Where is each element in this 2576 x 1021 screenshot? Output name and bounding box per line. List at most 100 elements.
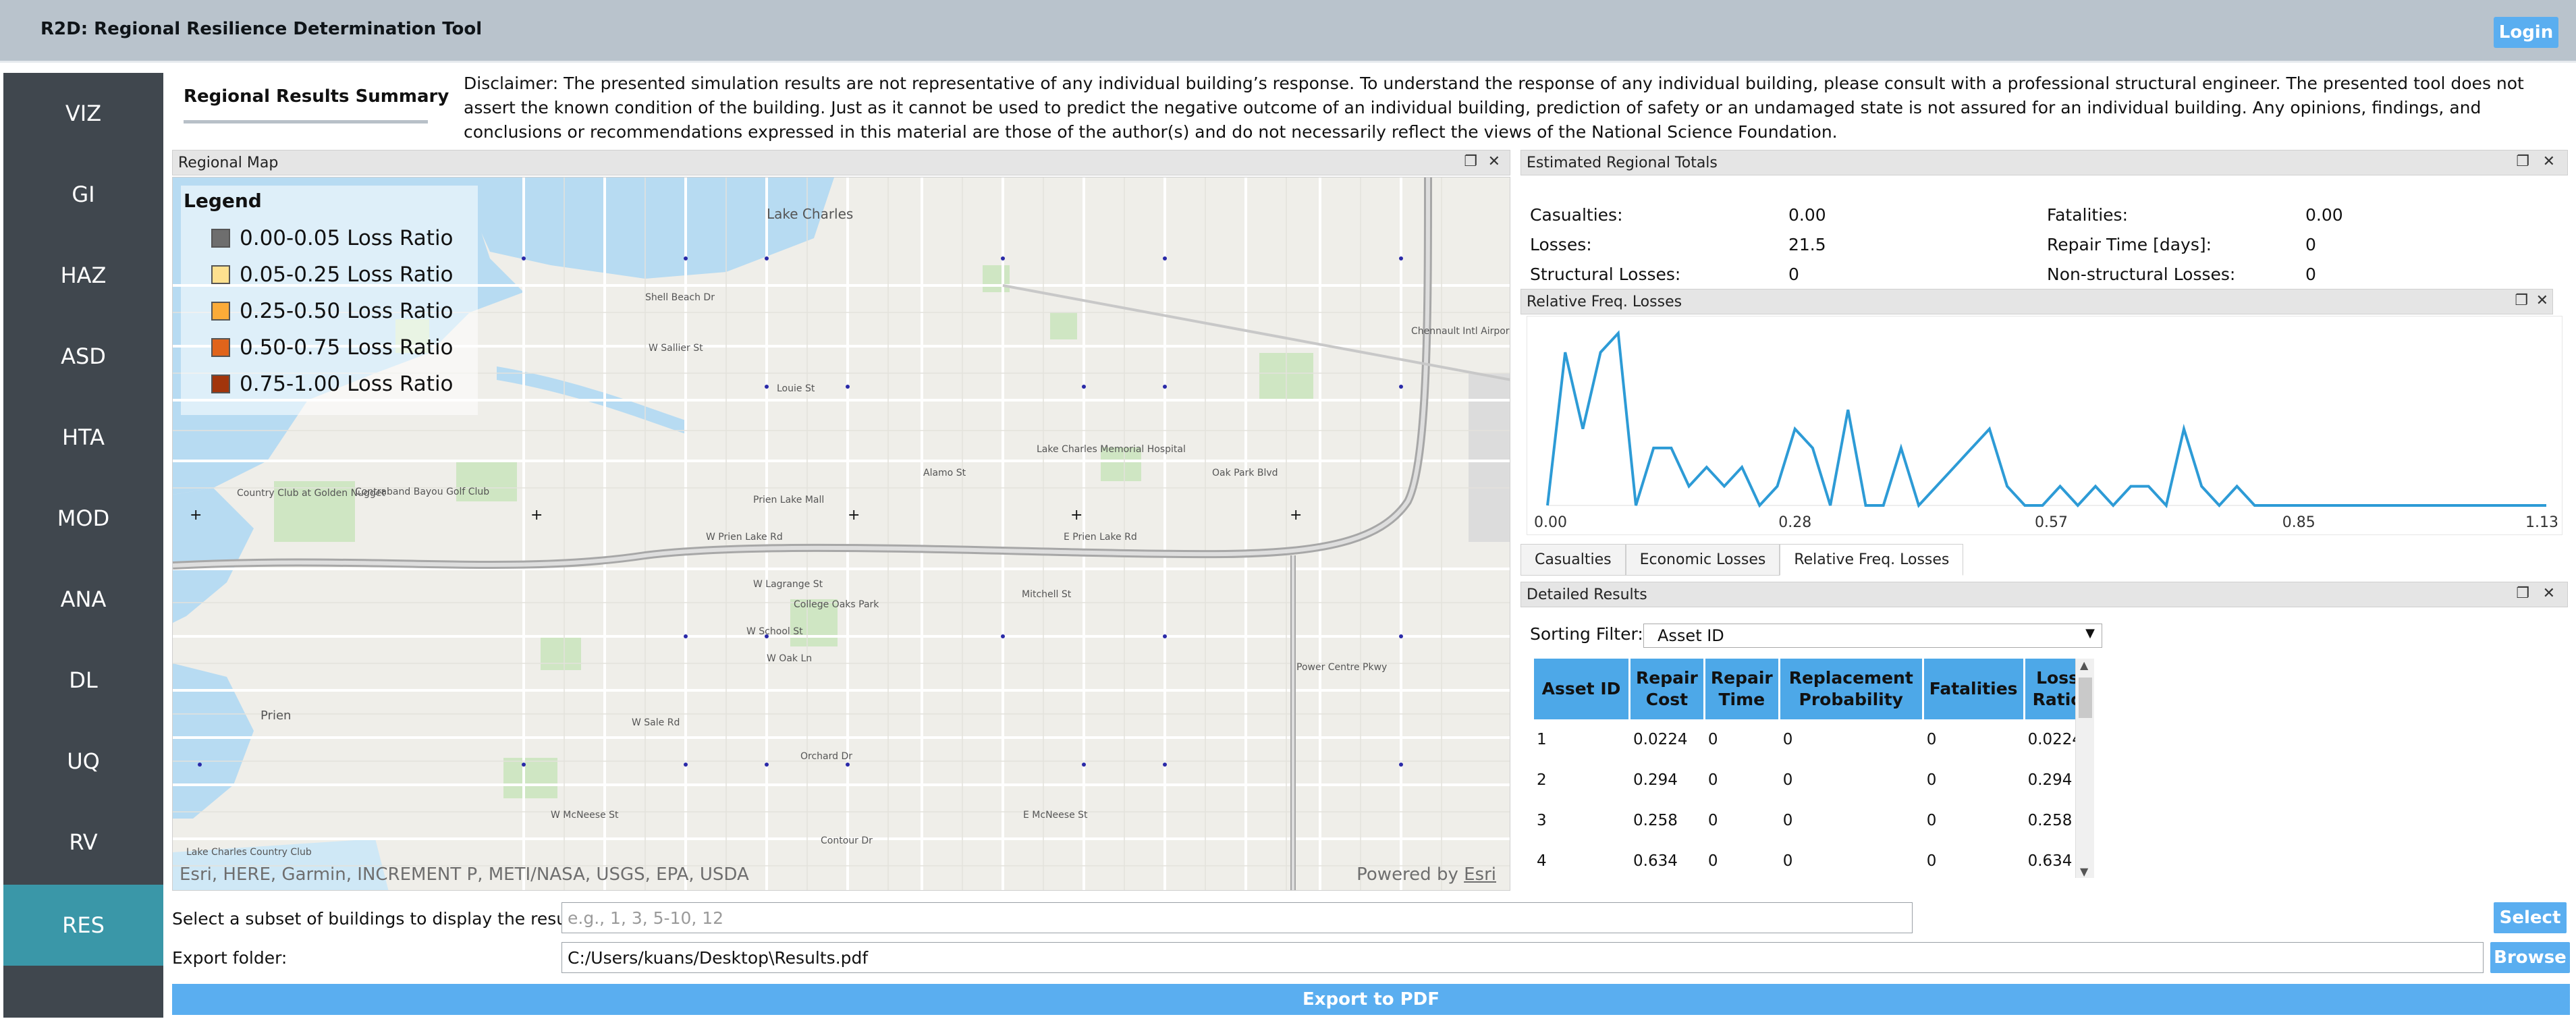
map-label: College Oaks Park xyxy=(794,599,879,610)
sidebar-item-res[interactable]: RES xyxy=(3,885,163,966)
map-panel-title: Regional Map xyxy=(178,154,279,171)
legend-item: 0.05-0.25 Loss Ratio xyxy=(211,263,454,287)
map-label: W Oak Ln xyxy=(767,653,813,664)
column-header[interactable]: Fatalities xyxy=(1923,659,2023,719)
freq-panel-title: Relative Freq. Losses xyxy=(1527,293,1682,310)
sidebar-item-hta[interactable]: HTA xyxy=(61,424,105,450)
powered-by-text: Powered by xyxy=(1356,864,1458,885)
legend-label: 0.05-0.25 Loss Ratio xyxy=(240,263,454,287)
tab-relative-freq-losses[interactable]: Relative Freq. Losses xyxy=(1780,544,1964,576)
map-label: Shell Beach Dr xyxy=(645,292,715,303)
map-label: W McNeese St xyxy=(551,810,619,821)
sidebar-item-gi[interactable]: GI xyxy=(72,182,95,207)
table-cell: 0.294 xyxy=(2027,771,2073,789)
sort-filter-value: Asset ID xyxy=(1657,626,1724,645)
esri-link[interactable]: Esri xyxy=(1464,864,1496,885)
table-row[interactable]: 1 0.0224 0 0 0 0.0224 xyxy=(1534,719,2090,760)
loss-frequency-chart: 0.00 0.28 0.57 0.85 1.13 xyxy=(1527,316,2563,535)
x-tick-label: 0.28 xyxy=(1778,514,1811,531)
fatalities-label: Fatalities: xyxy=(2047,205,2128,225)
table-cell: 0 xyxy=(1782,852,1793,870)
export-pdf-button[interactable]: Export to PDF xyxy=(172,984,2570,1015)
table-cell: 0 xyxy=(1782,812,1793,829)
subset-input-box[interactable] xyxy=(561,902,1913,933)
table-cell: 0 xyxy=(1782,771,1793,789)
totals-panel-header: Estimated Regional Totals ❐ ✕ xyxy=(1520,150,2568,175)
regional-map[interactable]: + + + + + Lake Charles Shell Beach Dr W Sa… xyxy=(172,177,1510,891)
chart-svg: 0.00 0.28 0.57 0.85 1.13 xyxy=(1534,330,2558,531)
float-icon[interactable]: ❐ xyxy=(2515,292,2528,309)
subset-input[interactable] xyxy=(568,908,1912,928)
sort-filter-select[interactable]: Asset ID ▼ xyxy=(1643,624,2102,648)
repair-time-label: Repair Time [days]: xyxy=(2047,235,2212,254)
totals-body: Casualties: 0.00 Losses: 21.5 Structural… xyxy=(1520,205,2568,284)
column-header[interactable]: Replacement Probability xyxy=(1780,659,1922,719)
column-header[interactable]: Asset ID xyxy=(1534,659,1628,719)
table-row[interactable]: 2 0.294 0 0 0 0.294 xyxy=(1534,760,2090,800)
results-tabs: Casualties Economic Losses Relative Freq… xyxy=(1520,544,1964,576)
sidebar-item-dl[interactable]: DL xyxy=(69,667,98,693)
float-icon[interactable]: ❐ xyxy=(2516,153,2529,170)
export-folder-input[interactable] xyxy=(568,947,2483,968)
sidebar-item-haz[interactable]: HAZ xyxy=(60,263,107,288)
legend-item: 0.00-0.05 Loss Ratio xyxy=(211,226,454,250)
sidebar-item-asd[interactable]: ASD xyxy=(61,343,106,369)
close-icon[interactable]: ✕ xyxy=(2536,292,2548,309)
legend-label: 0.00-0.05 Loss Ratio xyxy=(240,226,454,250)
close-icon[interactable]: ✕ xyxy=(2542,585,2555,602)
browse-button[interactable]: Browse xyxy=(2490,942,2570,973)
map-label: Louie St xyxy=(777,383,815,394)
close-icon[interactable]: ✕ xyxy=(1487,153,1500,170)
select-button[interactable]: Select xyxy=(2494,902,2567,933)
close-icon[interactable]: ✕ xyxy=(2542,153,2555,170)
table-row[interactable]: 4 0.634 0 0 0 0.634 xyxy=(1534,841,2090,881)
map-label: Prien xyxy=(261,709,292,723)
legend-swatch xyxy=(211,375,230,393)
export-folder-box[interactable] xyxy=(561,942,2484,973)
column-header[interactable]: Repair Cost xyxy=(1630,659,1703,719)
table-cell: 0.634 xyxy=(1633,852,1678,870)
table-row[interactable]: 3 0.258 0 0 0 0.258 xyxy=(1534,800,2090,841)
float-icon[interactable]: ❐ xyxy=(1464,153,1477,170)
svg-text:+: + xyxy=(848,507,860,524)
table-cell: 0.258 xyxy=(1633,812,1678,829)
table-cell: 0.634 xyxy=(2027,852,2073,870)
losses-value: 21.5 xyxy=(1788,235,1826,254)
map-label: W Lagrange St xyxy=(753,579,823,590)
map-label: Oak Park Blvd xyxy=(1212,468,1278,478)
sidebar-item-viz[interactable]: VIZ xyxy=(65,101,102,126)
table-scrollbar[interactable]: ▲ ▼ xyxy=(2075,659,2094,878)
x-tick-label: 1.13 xyxy=(2525,514,2558,531)
table-cell: 0 xyxy=(1926,731,1937,748)
repair-time-value: 0 xyxy=(2305,235,2316,254)
scroll-down-icon[interactable]: ▼ xyxy=(2080,865,2089,878)
results-summary-tab[interactable]: Regional Results Summary xyxy=(184,86,449,107)
sidebar-item-rv[interactable]: RV xyxy=(69,829,98,855)
sidebar-item-uq[interactable]: UQ xyxy=(67,748,100,774)
tab-economic-losses[interactable]: Economic Losses xyxy=(1625,544,1780,576)
sidebar: VIZ GI HAZ ASD HTA MOD ANA DL UQ RV RES xyxy=(3,73,163,1018)
title-bar: R2D: Regional Resilience Determination T… xyxy=(0,0,2576,63)
svg-text:+: + xyxy=(190,507,202,524)
sidebar-item-mod[interactable]: MOD xyxy=(57,505,110,531)
map-label: Lake Charles Country Club xyxy=(186,847,312,858)
legend-title: Legend xyxy=(184,190,262,212)
chevron-down-icon: ▼ xyxy=(2085,626,2095,640)
scroll-thumb[interactable] xyxy=(2079,678,2092,718)
map-label: Orchard Dr xyxy=(800,751,852,762)
export-folder-label: Export folder: xyxy=(172,948,287,968)
scroll-up-icon[interactable]: ▲ xyxy=(2080,659,2089,671)
table-cell: 0 xyxy=(1707,852,1718,870)
column-header[interactable]: Repair Time xyxy=(1705,659,1778,719)
sidebar-item-ana[interactable]: ANA xyxy=(60,586,107,612)
loss-frequency-line xyxy=(1546,330,2546,509)
nonstructural-losses-value: 0 xyxy=(2305,265,2316,284)
map-label: Chennault Intl Airport xyxy=(1411,326,1510,337)
results-table: Asset ID Repair Cost Repair Time Replace… xyxy=(1532,659,2092,881)
tab-casualties[interactable]: Casualties xyxy=(1520,544,1626,576)
table-cell: 0 xyxy=(1707,812,1718,829)
casualties-value: 0.00 xyxy=(1788,205,1826,225)
float-icon[interactable]: ❐ xyxy=(2516,585,2529,602)
login-button[interactable]: Login xyxy=(2494,17,2558,48)
table-cell: 0 xyxy=(1782,731,1793,748)
